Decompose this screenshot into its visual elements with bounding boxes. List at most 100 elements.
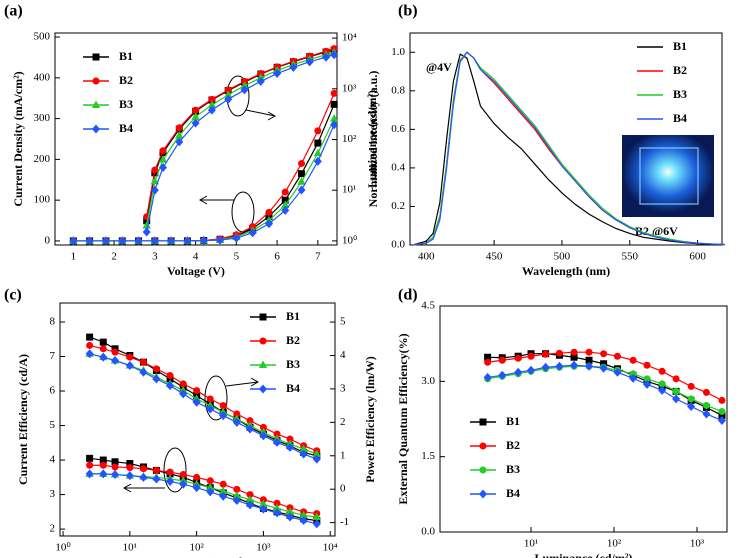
marker	[313, 156, 322, 166]
marker	[152, 374, 161, 384]
marker	[86, 333, 94, 341]
marker	[126, 460, 134, 468]
marker	[702, 401, 710, 409]
x-tick-label: 10³	[256, 542, 271, 554]
marker	[167, 236, 176, 246]
marker	[232, 495, 241, 505]
callout-ellipse	[204, 375, 228, 421]
marker	[299, 510, 308, 519]
x-tick-label: 10⁴	[323, 542, 338, 554]
marker	[658, 380, 666, 388]
marker	[629, 370, 637, 378]
marker	[111, 348, 119, 356]
marker	[179, 389, 188, 399]
marker	[585, 361, 594, 371]
marker	[273, 508, 282, 518]
marker	[321, 52, 330, 62]
marker	[240, 81, 249, 89]
series-line	[412, 53, 725, 246]
y-tick-label: 0.4	[391, 161, 405, 173]
marker	[175, 124, 183, 132]
marker	[281, 196, 289, 204]
marker	[479, 418, 487, 426]
callout-arrow	[245, 109, 277, 121]
marker	[259, 504, 268, 514]
y2-tick-label: 10¹	[342, 184, 356, 196]
marker	[223, 90, 233, 98]
marker	[233, 410, 241, 418]
marker	[298, 159, 306, 167]
marker	[281, 200, 290, 209]
marker	[702, 388, 710, 396]
x-tick-label: 7	[315, 251, 321, 263]
legend-label: B4	[673, 111, 687, 125]
callout-ellipse	[163, 447, 187, 493]
y-tick-label: 500	[34, 31, 51, 43]
plot-frame	[439, 305, 728, 533]
marker	[92, 77, 100, 85]
marker	[150, 185, 159, 195]
marker	[179, 471, 187, 479]
x-tick-label: 10²	[607, 538, 622, 550]
marker	[86, 461, 94, 469]
marker	[175, 130, 184, 139]
marker	[166, 381, 175, 391]
y-tick-label: 300	[34, 112, 51, 124]
marker	[219, 411, 228, 421]
marker	[99, 461, 107, 469]
legend-label: B1	[506, 414, 520, 428]
marker	[126, 464, 134, 472]
legend-label: B2	[286, 333, 300, 347]
marker	[92, 124, 100, 134]
x-tick-label: 400	[418, 251, 435, 263]
marker	[297, 185, 306, 195]
marker	[570, 353, 578, 361]
marker	[289, 62, 298, 72]
marker	[246, 500, 255, 510]
marker	[718, 407, 726, 415]
y2-axis-title: Luminance (cd/m²)	[365, 90, 379, 188]
marker	[219, 491, 228, 501]
series-line	[146, 51, 335, 226]
marker	[297, 177, 306, 185]
marker	[99, 456, 107, 464]
y2-tick-label: 10²	[342, 133, 357, 145]
series-line	[89, 344, 318, 452]
panel-label: (a)	[4, 3, 23, 20]
legend-label: B2	[119, 73, 133, 87]
y2-tick-label: 10⁰	[342, 234, 358, 246]
marker	[314, 139, 322, 147]
plot-frame	[409, 32, 723, 246]
marker	[139, 367, 148, 377]
y-tick-label: 200	[34, 153, 51, 165]
x-tick-label: 2	[111, 251, 117, 263]
marker	[286, 435, 294, 443]
marker	[285, 442, 294, 452]
marker	[111, 355, 120, 365]
marker	[264, 219, 273, 229]
marker	[139, 472, 148, 482]
marker	[541, 362, 550, 372]
legend-label: B1	[286, 309, 300, 323]
marker	[192, 397, 201, 407]
marker	[305, 57, 314, 67]
marker	[85, 349, 94, 359]
legend-label: B1	[119, 49, 133, 63]
marker	[193, 473, 201, 481]
marker	[717, 416, 726, 426]
marker	[265, 208, 273, 216]
marker	[151, 166, 159, 174]
x-tick-label: 10⁰	[55, 542, 71, 554]
x-axis-title: Luminance (cd/m²)	[535, 551, 633, 558]
y-tick-label: 1.0	[391, 46, 405, 58]
marker	[687, 401, 696, 411]
marker	[126, 353, 134, 361]
marker	[219, 486, 228, 495]
x-tick-label: 10¹	[524, 538, 538, 550]
y2-tick-label: 1	[340, 449, 346, 461]
marker	[718, 411, 726, 419]
marker	[206, 487, 215, 497]
marker	[312, 454, 321, 464]
marker	[479, 466, 487, 474]
